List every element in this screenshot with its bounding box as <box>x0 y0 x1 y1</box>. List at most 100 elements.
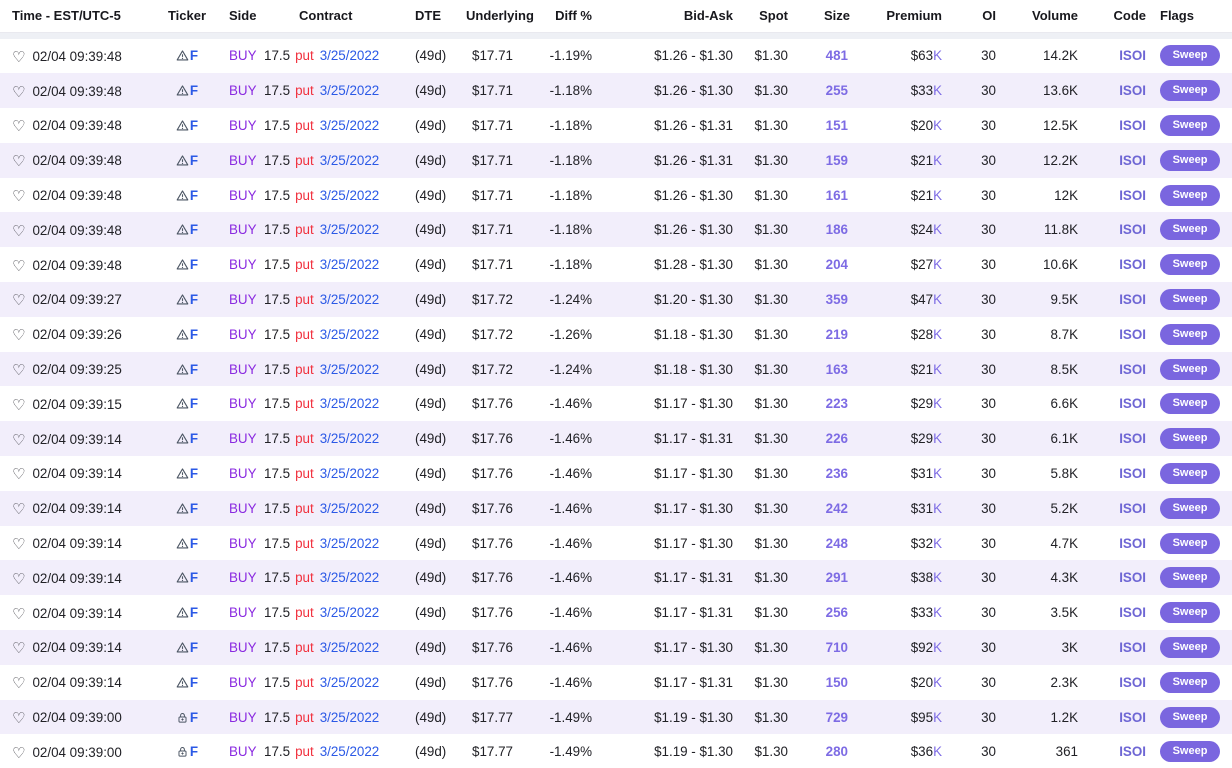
ticker-link[interactable]: F <box>189 535 199 551</box>
favorite-heart-icon[interactable]: ♡ <box>12 395 26 414</box>
favorite-heart-icon[interactable]: ♡ <box>12 674 26 693</box>
sweep-flag-button[interactable]: Sweep <box>1159 462 1221 484</box>
ticker-link[interactable]: F <box>189 361 199 377</box>
trade-time: 02/04 09:39:14 <box>32 501 122 517</box>
expiry-link[interactable]: 3/25/2022 <box>319 222 380 238</box>
sweep-flag-button[interactable]: Sweep <box>1159 671 1221 693</box>
sweep-flag-button[interactable]: Sweep <box>1159 706 1221 728</box>
sweep-flag-button[interactable]: Sweep <box>1159 114 1221 136</box>
ticker-link[interactable]: F <box>189 639 199 655</box>
expiry-link[interactable]: 3/25/2022 <box>319 187 380 203</box>
ticker-link[interactable]: F <box>189 257 199 273</box>
diff-value: -1.46% <box>549 465 592 481</box>
ticker-link[interactable]: F <box>189 117 199 133</box>
expiry-link[interactable]: 3/25/2022 <box>319 570 380 586</box>
column-header-underlying: Underlying <box>466 0 534 33</box>
favorite-heart-icon[interactable]: ♡ <box>12 47 26 66</box>
ticker-link[interactable]: F <box>189 465 199 481</box>
expiry-link[interactable]: 3/25/2022 <box>319 257 380 273</box>
expiry-link[interactable]: 3/25/2022 <box>319 674 380 690</box>
premium-suffix: K <box>933 48 942 64</box>
expiry-link[interactable]: 3/25/2022 <box>319 605 380 621</box>
ticker-link[interactable]: F <box>189 222 199 238</box>
ticker-link[interactable]: F <box>189 396 199 412</box>
sweep-flag-button[interactable]: Sweep <box>1159 358 1221 380</box>
strike-label: 17.5 <box>264 535 291 551</box>
sweep-flag-button[interactable]: Sweep <box>1159 254 1221 276</box>
favorite-heart-icon[interactable]: ♡ <box>12 361 26 380</box>
ticker-link[interactable]: F <box>189 674 199 690</box>
sweep-flag-button[interactable]: Sweep <box>1159 393 1221 415</box>
sweep-flag-button[interactable]: Sweep <box>1159 184 1221 206</box>
expiry-link[interactable]: 3/25/2022 <box>319 500 380 516</box>
option-type-label: put <box>295 639 314 655</box>
expiry-link[interactable]: 3/25/2022 <box>319 291 380 307</box>
favorite-heart-icon[interactable]: ♡ <box>12 117 26 136</box>
expiry-link[interactable]: 3/25/2022 <box>319 744 380 760</box>
ticker-link[interactable]: F <box>189 152 199 168</box>
favorite-heart-icon[interactable]: ♡ <box>12 152 26 171</box>
favorite-heart-icon[interactable]: ♡ <box>12 256 26 275</box>
sweep-flag-button[interactable]: Sweep <box>1159 741 1221 763</box>
expiry-link[interactable]: 3/25/2022 <box>319 326 380 342</box>
size-value: 219 <box>825 326 848 342</box>
ticker-link[interactable]: F <box>189 187 199 203</box>
ticker-link[interactable]: F <box>189 709 199 725</box>
ticker-link[interactable]: F <box>189 570 199 586</box>
ticker-link[interactable]: F <box>189 83 199 99</box>
sweep-flag-button[interactable]: Sweep <box>1159 532 1221 554</box>
expiry-link[interactable]: 3/25/2022 <box>319 152 380 168</box>
ticker-link[interactable]: F <box>189 48 199 64</box>
premium-suffix: K <box>933 152 942 168</box>
expiry-link[interactable]: 3/25/2022 <box>319 535 380 551</box>
favorite-heart-icon[interactable]: ♡ <box>12 639 26 658</box>
column-header-premium: Premium <box>862 0 952 33</box>
sweep-flag-button[interactable]: Sweep <box>1159 45 1221 67</box>
dte-value: (49d) <box>415 639 447 655</box>
expiry-link[interactable]: 3/25/2022 <box>319 465 380 481</box>
favorite-heart-icon[interactable]: ♡ <box>12 535 26 554</box>
favorite-heart-icon[interactable]: ♡ <box>12 430 26 449</box>
diff-value: -1.19% <box>549 48 592 64</box>
ticker-link[interactable]: F <box>189 605 199 621</box>
expiry-link[interactable]: 3/25/2022 <box>319 83 380 99</box>
expiry-link[interactable]: 3/25/2022 <box>319 48 380 64</box>
sweep-flag-button[interactable]: Sweep <box>1159 323 1221 345</box>
expiry-link[interactable]: 3/25/2022 <box>319 396 380 412</box>
expiry-link[interactable]: 3/25/2022 <box>319 431 380 447</box>
sweep-flag-button[interactable]: Sweep <box>1159 602 1221 624</box>
ticker-link[interactable]: F <box>189 744 199 760</box>
sweep-flag-button[interactable]: Sweep <box>1159 219 1221 241</box>
favorite-heart-icon[interactable]: ♡ <box>12 465 26 484</box>
favorite-heart-icon[interactable]: ♡ <box>12 221 26 240</box>
ticker-link[interactable]: F <box>189 431 199 447</box>
diff-value: -1.26% <box>549 326 592 342</box>
oi-value: 30 <box>981 187 996 203</box>
favorite-heart-icon[interactable]: ♡ <box>12 82 26 101</box>
sweep-flag-button[interactable]: Sweep <box>1159 567 1221 589</box>
expiry-link[interactable]: 3/25/2022 <box>319 709 380 725</box>
trade-time: 02/04 09:39:00 <box>32 744 122 760</box>
sweep-flag-button[interactable]: Sweep <box>1159 149 1221 171</box>
expiry-link[interactable]: 3/25/2022 <box>319 361 380 377</box>
favorite-heart-icon[interactable]: ♡ <box>12 569 26 588</box>
ticker-link[interactable]: F <box>189 500 199 516</box>
sweep-flag-button[interactable]: Sweep <box>1159 428 1221 450</box>
favorite-heart-icon[interactable]: ♡ <box>12 604 26 623</box>
favorite-heart-icon[interactable]: ♡ <box>12 743 26 762</box>
favorite-heart-icon[interactable]: ♡ <box>12 326 26 345</box>
expiry-link[interactable]: 3/25/2022 <box>319 117 380 133</box>
sweep-flag-button[interactable]: Sweep <box>1159 288 1221 310</box>
sweep-flag-button[interactable]: Sweep <box>1159 80 1221 102</box>
favorite-heart-icon[interactable]: ♡ <box>12 187 26 206</box>
sweep-flag-button[interactable]: Sweep <box>1159 636 1221 658</box>
bid-ask-value: $1.17 - $1.31 <box>654 605 733 621</box>
dte-value: (49d) <box>415 48 447 64</box>
sweep-flag-button[interactable]: Sweep <box>1159 497 1221 519</box>
ticker-link[interactable]: F <box>189 291 199 307</box>
ticker-link[interactable]: F <box>189 326 199 342</box>
favorite-heart-icon[interactable]: ♡ <box>12 709 26 728</box>
expiry-link[interactable]: 3/25/2022 <box>319 639 380 655</box>
favorite-heart-icon[interactable]: ♡ <box>12 500 26 519</box>
favorite-heart-icon[interactable]: ♡ <box>12 291 26 310</box>
